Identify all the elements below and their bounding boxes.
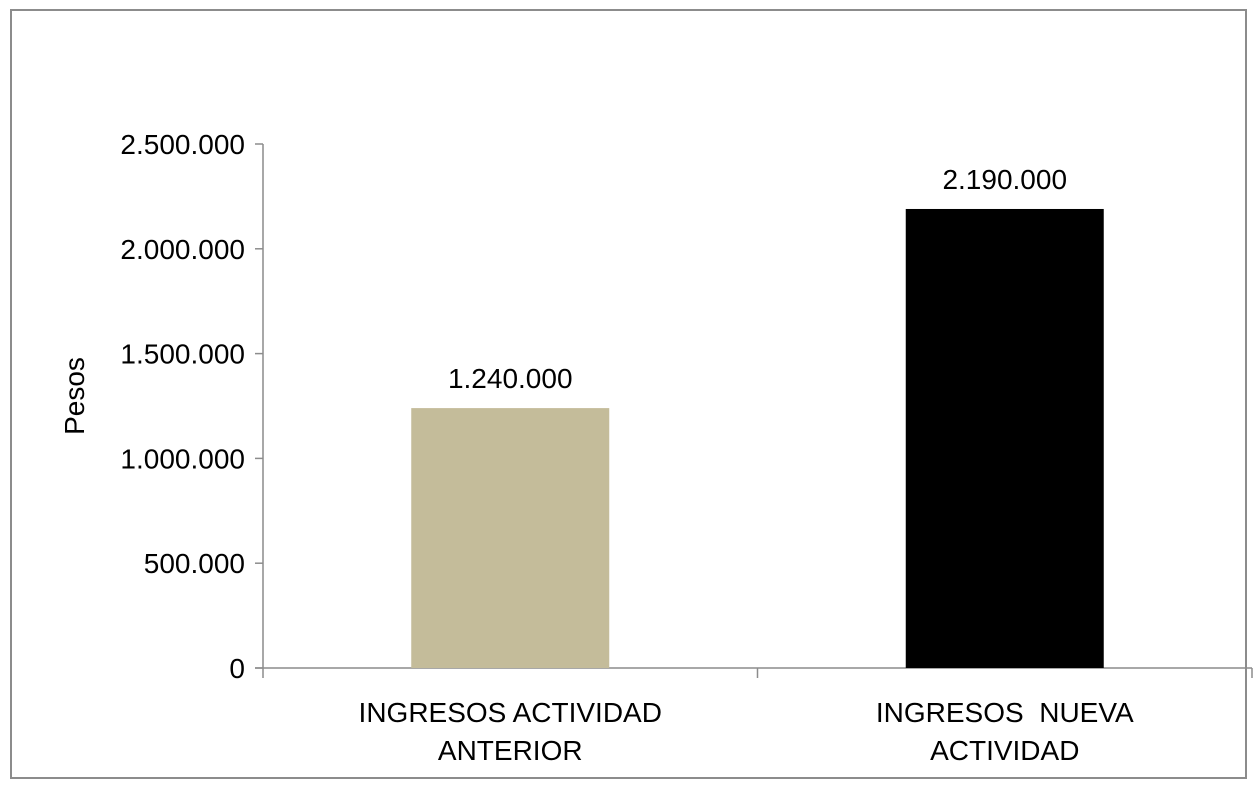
bar [411,408,610,668]
y-tick-label: 1.500.000 [120,339,245,370]
y-tick-label: 2.000.000 [120,234,245,265]
data-label: 1.240.000 [448,363,573,394]
y-tick-label: 2.500.000 [120,129,245,160]
y-tick-label: 0 [229,653,245,684]
data-label: 2.190.000 [942,164,1067,195]
y-tick-label: 1.000.000 [120,443,245,474]
y-tick-label: 500.000 [144,548,245,579]
bar [905,208,1104,668]
y-axis-title: Pesos [59,357,90,435]
x-category-label: ACTIVIDAD [930,735,1079,766]
x-category-label: ANTERIOR [438,735,583,766]
x-category-label: INGRESOS NUEVA [876,697,1134,728]
x-category-label: INGRESOS ACTIVIDAD [359,697,662,728]
